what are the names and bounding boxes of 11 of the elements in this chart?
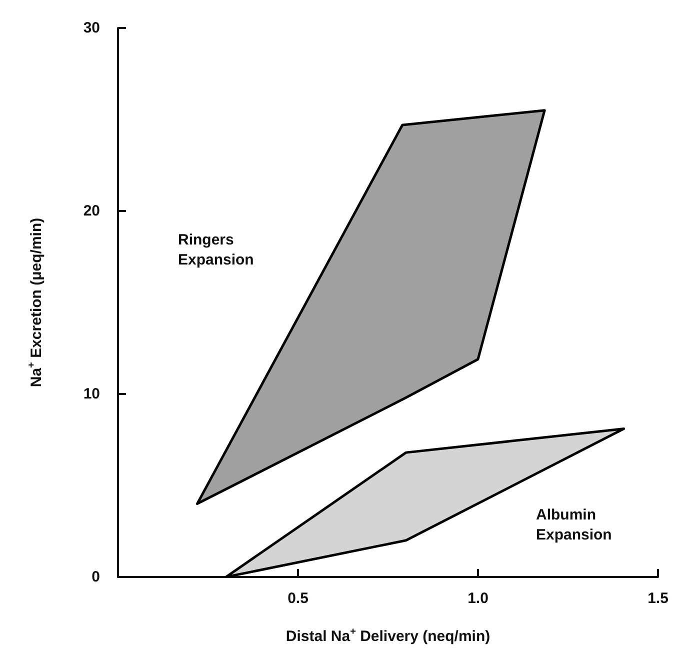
x-tick-label: 0.5 <box>288 590 308 607</box>
x-axis-title: Distal Na+ Delivery (neq/min) <box>286 626 490 645</box>
x-tick-label: 1.0 <box>468 590 488 607</box>
y-tick-label: 30 <box>83 20 100 36</box>
annotation: Albumin Expansion <box>536 506 612 544</box>
y-tick-label: 0 <box>92 568 100 586</box>
y-tick-label: 20 <box>83 202 100 220</box>
annotation: Ringers Expansion <box>178 232 254 268</box>
y-axis-title: Na+ Excretion (μeq/min) <box>26 218 45 388</box>
y-tick-label: 10 <box>83 386 100 402</box>
x-tick-label: 1.5 <box>648 590 668 607</box>
